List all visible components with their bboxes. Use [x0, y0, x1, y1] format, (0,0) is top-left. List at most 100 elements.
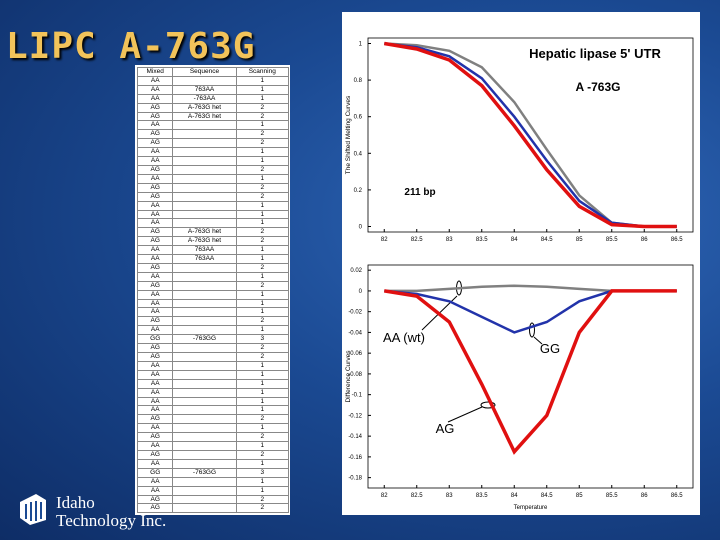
- pointer-line: [533, 336, 543, 345]
- table-cell: 2: [235, 138, 290, 149]
- curve: [384, 42, 677, 228]
- table-cell: 2: [235, 352, 290, 362]
- table-cell: 2: [235, 414, 290, 425]
- table-cell: [172, 289, 237, 300]
- table-cell: 1: [235, 396, 290, 407]
- table-cell: [172, 209, 237, 220]
- table-cell: 1: [235, 387, 290, 398]
- table-cell: AA: [136, 209, 174, 220]
- table-cell: 1: [235, 245, 290, 256]
- table-cell: 1: [235, 325, 290, 336]
- plot-frame: [367, 264, 694, 489]
- table-row: AA 1: [136, 458, 290, 469]
- table-cell: 2: [235, 432, 290, 443]
- x-tick-label: 84.5: [541, 237, 553, 243]
- table-row: AA 1: [136, 75, 290, 86]
- table-cell: AA: [136, 458, 174, 469]
- table-cell: AG: [136, 138, 174, 149]
- table-cell: [172, 432, 237, 443]
- table-cell: [172, 369, 237, 380]
- table-row: AA 763AA 1: [136, 254, 290, 264]
- table-row: AG 2: [136, 503, 290, 514]
- table-cell: [172, 387, 237, 398]
- table-row: AA 1: [136, 423, 290, 434]
- table-cell: AA: [136, 289, 174, 300]
- x-tick-label: 84: [511, 237, 518, 243]
- table-cell: [172, 280, 237, 291]
- table-cell: 1: [235, 209, 290, 220]
- x-tick-label: 86.5: [671, 493, 683, 499]
- x-tick-label: 84.5: [541, 493, 553, 499]
- x-tick-label: 82: [381, 493, 388, 499]
- table-cell: AG: [136, 164, 174, 175]
- table-cell: AA: [136, 369, 174, 380]
- genotype-table-panel: Mixed Sequence Scanning AA 1 AA 763AA 1 AA -763AA…: [135, 65, 290, 515]
- table-cell: A-763G het: [172, 111, 237, 122]
- table-row: AA 1: [136, 387, 290, 398]
- table-cell: 2: [235, 191, 290, 202]
- x-tick-label: 84: [511, 493, 518, 499]
- table-cell: 2: [235, 280, 290, 291]
- curve: [384, 41, 677, 229]
- x-tick-label: 85: [576, 237, 583, 243]
- table-cell: 1: [235, 441, 290, 451]
- table-cell: AG: [136, 352, 174, 362]
- table-cell: AA: [136, 405, 174, 416]
- table-cell: [172, 325, 237, 336]
- table-cell: AA: [136, 387, 174, 398]
- table-cell: [172, 271, 237, 282]
- table-cell: AG: [136, 236, 174, 247]
- table-row: AG A-763G het 2: [136, 111, 290, 122]
- charts: 0 0.2 0.4 0.6 0.8 1 82 82.5 83 83.5 84 84.5 85 85.5 86…: [345, 37, 694, 511]
- table-cell: AG: [136, 191, 174, 202]
- table-row: AA 763AA 1: [136, 84, 290, 95]
- logo-mark: [20, 494, 46, 525]
- table-cell: AG: [136, 316, 174, 327]
- table-cell: 1: [235, 271, 290, 282]
- annotation: GG: [540, 341, 560, 356]
- table-cell: AG: [136, 262, 174, 273]
- table-row: AA 1: [136, 271, 290, 282]
- table-row: AA 1: [136, 405, 290, 416]
- x-tick-label: 86.5: [671, 237, 683, 243]
- y-tick-label: -0.08: [348, 372, 362, 378]
- table-row: AG 2: [136, 280, 290, 291]
- table-cell: 763AA: [172, 84, 237, 95]
- y-axis-label: Difference Curves: [345, 350, 352, 403]
- table-row: GG -763GG 3: [136, 334, 290, 345]
- table-cell: 1: [235, 289, 290, 300]
- table-cell: AG: [136, 449, 174, 460]
- table-cell: 2: [235, 236, 290, 247]
- table-row: AG 2: [136, 343, 290, 353]
- table-cell: 1: [235, 147, 290, 158]
- table-cell: 763AA: [172, 254, 237, 264]
- table-cell: 1: [235, 156, 290, 166]
- table-cell: [172, 423, 237, 434]
- table-cell: AG: [136, 280, 174, 291]
- table-row: AA 1: [136, 218, 290, 229]
- table-cell: [172, 173, 237, 184]
- y-tick-label: -0.06: [348, 351, 362, 357]
- table-cell: 3: [235, 467, 290, 478]
- table-cell: AA: [136, 325, 174, 336]
- table-cell: 1: [235, 298, 290, 309]
- table-cell: [172, 441, 237, 451]
- table-row: AG A-763G het 2: [136, 236, 290, 247]
- table-row: AA 1: [136, 307, 290, 318]
- table-cell: 2: [235, 503, 290, 514]
- table-row: AA 1: [136, 476, 290, 487]
- table-cell: AA: [136, 200, 174, 211]
- table-row: AA 1: [136, 369, 290, 380]
- table-cell: 763AA: [172, 245, 237, 256]
- y-tick-label: -0.16: [348, 455, 362, 461]
- table-cell: AA: [136, 254, 174, 264]
- table-cell: 2: [235, 494, 290, 505]
- x-tick-label: 83.5: [476, 237, 488, 243]
- table-row: AG 2: [136, 414, 290, 425]
- annotation: 211 bp: [404, 187, 435, 198]
- table-cell: AA: [136, 120, 174, 131]
- y-tick-label: 1: [359, 41, 363, 47]
- y-tick-label: -0.02: [348, 310, 362, 316]
- y-tick-label: -0.14: [348, 434, 362, 440]
- table-cell: [172, 200, 237, 211]
